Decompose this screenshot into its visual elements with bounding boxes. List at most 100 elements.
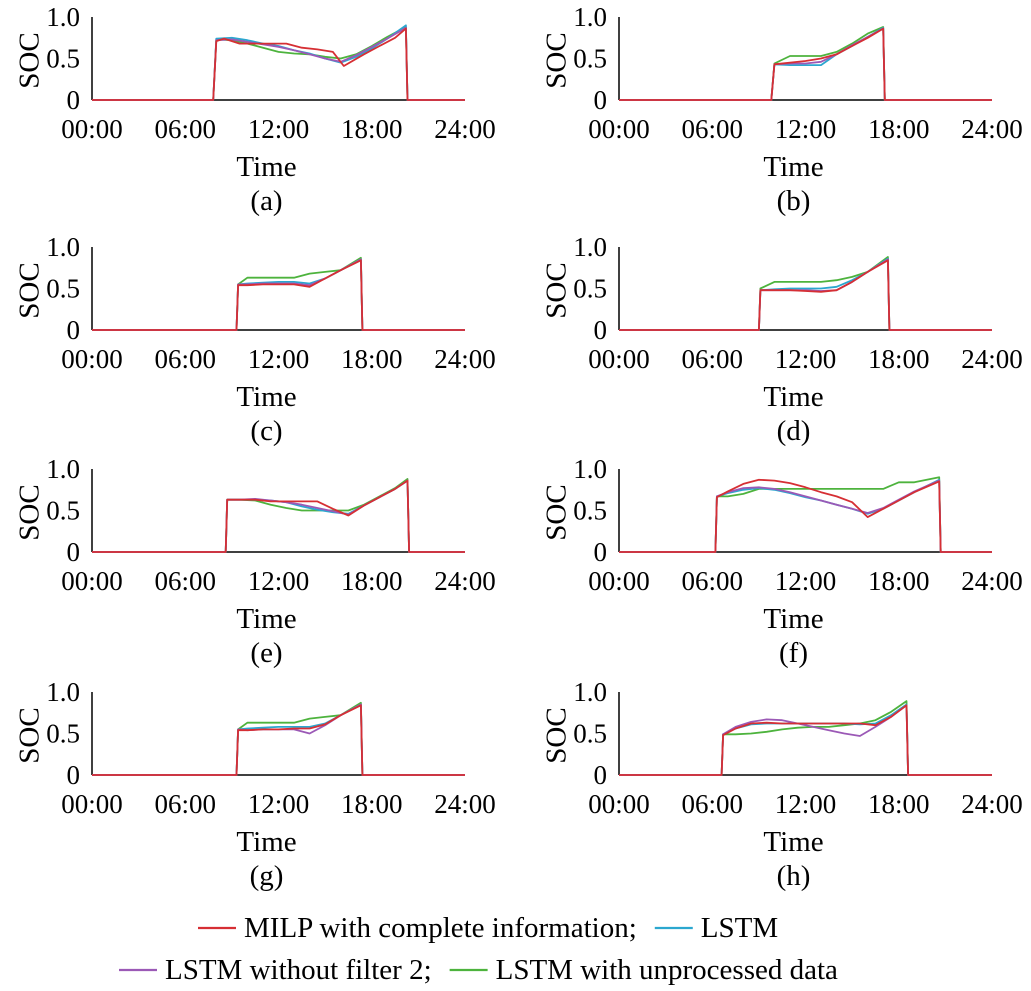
y-tick-label: 1.0	[46, 2, 80, 32]
panel-g: SOC 0 0.5 1.0 00:00 06:00 12:00 18:00 24:00 Time(…	[14, 677, 496, 892]
series-line-lstm	[619, 478, 992, 553]
y-tick-label: 0	[67, 760, 81, 790]
y-axis-label: SOC	[541, 32, 573, 88]
x-axis-label: Time	[763, 381, 823, 413]
series-line-milp	[619, 27, 992, 101]
y-tick-label: 0.5	[573, 719, 607, 749]
series-line-milp	[92, 27, 465, 101]
y-tick-label: 1.0	[573, 2, 607, 32]
series-line-lstm	[619, 257, 992, 331]
x-tick-label: 18:00	[341, 344, 403, 374]
y-axis-label: SOC	[14, 484, 46, 540]
x-tick-label: 12:00	[775, 789, 837, 819]
x-tick-label: 00:00	[61, 114, 123, 144]
panel-a: SOC 0 0.5 1.0 00:00 06:00 12:00 18:00 24:00 Time(…	[14, 2, 496, 217]
x-tick-label: 00:00	[588, 114, 650, 144]
x-axis-label: Time	[236, 826, 296, 858]
y-tick-label: 0	[67, 537, 81, 567]
y-tick-label: 0	[67, 85, 81, 115]
x-tick-label: 24:00	[961, 344, 1023, 374]
y-tick-label: 0	[594, 760, 608, 790]
panel-label: (g)	[250, 860, 284, 892]
series-line-nof2	[92, 258, 465, 331]
series-line-nof2	[619, 704, 992, 776]
x-tick-label: 06:00	[154, 566, 216, 596]
x-axis-label: Time	[236, 151, 296, 183]
series-line-nof2	[619, 258, 992, 331]
x-tick-label: 00:00	[588, 344, 650, 374]
panel-label: (d)	[777, 415, 811, 447]
series-line-nof2	[619, 479, 992, 553]
series-line-milp	[619, 704, 992, 776]
x-tick-label: 12:00	[248, 344, 310, 374]
x-tick-label: 06:00	[154, 114, 216, 144]
x-axis-label: Time	[236, 603, 296, 635]
legend-label-nof2: LSTM without filter 2;	[165, 954, 432, 986]
panel-e: SOC 0 0.5 1.0 00:00 06:00 12:00 18:00 24:00 Time(…	[14, 454, 496, 669]
y-axis-label: SOC	[541, 484, 573, 540]
x-tick-label: 00:00	[61, 789, 123, 819]
x-tick-label: 06:00	[681, 566, 743, 596]
x-tick-label: 06:00	[681, 789, 743, 819]
y-tick-label: 0.5	[573, 496, 607, 526]
x-tick-label: 24:00	[961, 789, 1023, 819]
x-tick-label: 24:00	[434, 114, 496, 144]
x-tick-label: 18:00	[341, 566, 403, 596]
panel-f: SOC 0 0.5 1.0 00:00 06:00 12:00 18:00 24:00 Time(…	[541, 454, 1023, 669]
x-tick-label: 12:00	[775, 344, 837, 374]
y-tick-label: 0.5	[46, 44, 80, 74]
series-line-milp	[92, 479, 465, 553]
x-tick-label: 18:00	[868, 114, 930, 144]
x-tick-label: 24:00	[434, 789, 496, 819]
series-line-unproc	[92, 26, 465, 101]
series-line-lstm	[92, 258, 465, 331]
series-line-milp	[619, 478, 992, 553]
y-axis-label: SOC	[541, 707, 573, 763]
y-tick-label: 0	[594, 315, 608, 345]
series-line-unproc	[92, 701, 465, 776]
x-axis-label: Time	[236, 381, 296, 413]
series-line-unproc	[619, 476, 992, 553]
x-tick-label: 18:00	[868, 566, 930, 596]
series-line-milp	[92, 704, 465, 776]
x-tick-label: 18:00	[341, 114, 403, 144]
panel-h: SOC 0 0.5 1.0 00:00 06:00 12:00 18:00 24:00 Time(…	[541, 677, 1023, 892]
y-tick-label: 0.5	[46, 274, 80, 304]
x-tick-label: 06:00	[154, 789, 216, 819]
panel-label: (f)	[779, 637, 808, 669]
panel-label: (h)	[777, 860, 811, 892]
y-axis-label: SOC	[14, 262, 46, 318]
y-tick-label: 0	[594, 85, 608, 115]
x-tick-label: 06:00	[681, 114, 743, 144]
x-axis-label: Time	[763, 603, 823, 635]
x-axis-label: Time	[763, 826, 823, 858]
x-tick-label: 24:00	[434, 566, 496, 596]
x-tick-label: 18:00	[868, 789, 930, 819]
x-tick-label: 24:00	[961, 566, 1023, 596]
y-tick-label: 1.0	[573, 454, 607, 484]
panel-label: (e)	[250, 637, 282, 669]
panel-label: (a)	[250, 185, 282, 217]
y-axis-label: SOC	[14, 707, 46, 763]
y-tick-label: 1.0	[573, 677, 607, 707]
panel-c: SOC 0 0.5 1.0 00:00 06:00 12:00 18:00 24:00 Time(…	[14, 232, 496, 447]
panel-b: SOC 0 0.5 1.0 00:00 06:00 12:00 18:00 24:00 Time(…	[541, 2, 1023, 217]
series-line-unproc	[92, 256, 465, 331]
series-line-unproc	[619, 700, 992, 776]
panel-label: (c)	[250, 415, 282, 447]
y-tick-label: 1.0	[46, 454, 80, 484]
y-tick-label: 0.5	[46, 496, 80, 526]
legend-label-milp: MILP with complete information;	[244, 912, 637, 944]
y-tick-label: 1.0	[46, 677, 80, 707]
x-tick-label: 00:00	[61, 344, 123, 374]
y-axis-label: SOC	[541, 262, 573, 318]
series-line-nof2	[92, 26, 465, 101]
x-tick-label: 06:00	[154, 344, 216, 374]
y-tick-label: 1.0	[46, 232, 80, 262]
x-tick-label: 12:00	[248, 566, 310, 596]
x-tick-label: 00:00	[61, 566, 123, 596]
x-tick-label: 12:00	[775, 114, 837, 144]
y-tick-label: 0.5	[573, 274, 607, 304]
